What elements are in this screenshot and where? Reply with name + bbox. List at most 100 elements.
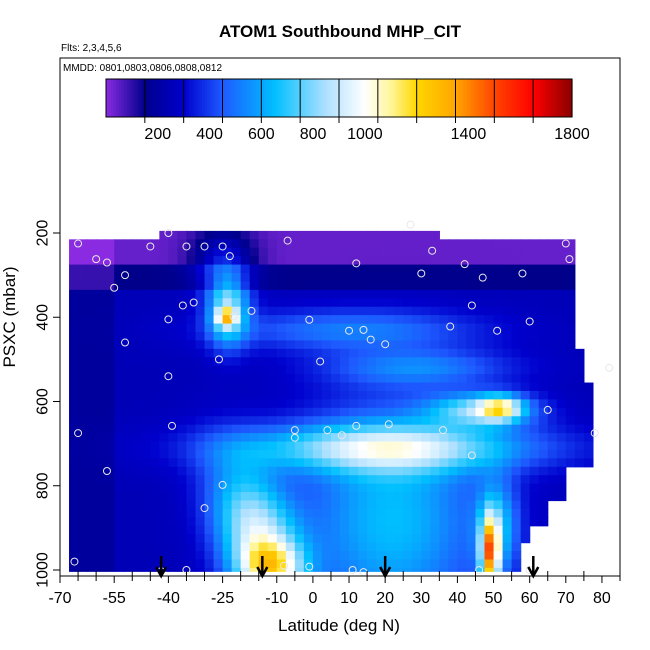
heatmap-cell bbox=[385, 466, 395, 476]
heatmap-cell bbox=[448, 424, 459, 434]
heatmap-cell bbox=[105, 399, 115, 409]
heatmap-cell bbox=[493, 281, 504, 291]
heatmap-cell bbox=[376, 508, 386, 518]
heatmap-cell bbox=[430, 441, 440, 451]
heatmap-cell bbox=[321, 390, 332, 400]
colorbar-segment bbox=[533, 79, 537, 117]
heatmap-cell bbox=[249, 390, 260, 400]
heatmap-cell bbox=[394, 424, 404, 434]
heatmap-cell bbox=[376, 449, 386, 459]
heatmap-cell bbox=[457, 492, 468, 502]
heatmap-cell bbox=[150, 289, 160, 299]
heatmap-cell bbox=[511, 508, 522, 518]
heatmap-cell bbox=[376, 323, 386, 333]
x-tick-label: -10 bbox=[265, 590, 288, 607]
heatmap-cell bbox=[330, 551, 341, 561]
heatmap-cell bbox=[412, 247, 422, 257]
heatmap-cell bbox=[475, 517, 486, 527]
heatmap-cell bbox=[349, 492, 359, 502]
heatmap-cell bbox=[213, 441, 224, 451]
heatmap-cell bbox=[330, 441, 341, 451]
heatmap-cell bbox=[394, 315, 404, 325]
heatmap-cell bbox=[141, 298, 151, 308]
heatmap-cell bbox=[96, 449, 106, 459]
sample-point bbox=[189, 298, 198, 307]
heatmap-cell bbox=[96, 382, 106, 392]
heatmap-cell bbox=[204, 306, 215, 316]
heatmap-cell bbox=[105, 475, 115, 485]
heatmap-cell bbox=[114, 483, 124, 493]
heatmap-cell bbox=[547, 357, 558, 367]
heatmap-cell bbox=[195, 374, 206, 384]
heatmap-cell bbox=[466, 492, 477, 502]
colorbar-segment bbox=[178, 79, 182, 117]
colorbar-segment bbox=[502, 79, 506, 117]
heatmap-cell bbox=[403, 559, 413, 569]
heatmap-cell bbox=[123, 559, 133, 569]
sample-point bbox=[345, 326, 354, 335]
heatmap-cell bbox=[376, 525, 386, 535]
heatmap-cell bbox=[421, 256, 431, 266]
heatmap-cell bbox=[466, 306, 477, 316]
heatmap-cell bbox=[204, 273, 215, 283]
colorbar-segment bbox=[315, 79, 319, 117]
heatmap-cell bbox=[493, 247, 504, 257]
heatmap-cell bbox=[105, 508, 115, 518]
heatmap-cell bbox=[69, 247, 79, 257]
heatmap-cell bbox=[132, 416, 142, 426]
heatmap-cell bbox=[177, 559, 188, 569]
colorbar-segment bbox=[535, 79, 539, 117]
heatmap-cell bbox=[457, 306, 468, 316]
heatmap-cell bbox=[150, 374, 160, 384]
heatmap-cell bbox=[565, 289, 576, 299]
heatmap-cell bbox=[403, 500, 413, 510]
heatmap-cell bbox=[312, 273, 323, 283]
heatmap-cell bbox=[340, 407, 350, 417]
heatmap-cell bbox=[249, 492, 260, 502]
heatmap-cell bbox=[349, 433, 359, 443]
heatmap-cell bbox=[123, 483, 133, 493]
heatmap-cell bbox=[538, 348, 549, 358]
heatmap-cell bbox=[502, 458, 513, 468]
sample-point bbox=[525, 317, 534, 326]
sample-point bbox=[200, 242, 209, 251]
heatmap-cell bbox=[141, 567, 151, 572]
heatmap-cell bbox=[439, 551, 449, 561]
heatmap-cell bbox=[547, 323, 558, 333]
heatmap-cell bbox=[421, 500, 431, 510]
heatmap-cell bbox=[123, 323, 133, 333]
heatmap-cell bbox=[511, 475, 522, 485]
heatmap-cell bbox=[258, 264, 269, 274]
heatmap-cell bbox=[267, 508, 278, 518]
heatmap-cell bbox=[394, 239, 404, 249]
heatmap-cell bbox=[457, 390, 468, 400]
colorbar-segment bbox=[530, 79, 534, 117]
heatmap-cell bbox=[547, 365, 558, 375]
heatmap-cell bbox=[150, 508, 160, 518]
heatmap-cell bbox=[177, 256, 188, 266]
heatmap-cell bbox=[132, 500, 142, 510]
colorbar-segment bbox=[302, 79, 306, 117]
heatmap-cell bbox=[547, 315, 558, 325]
heatmap-cell bbox=[114, 239, 124, 249]
heatmap-cell bbox=[132, 542, 142, 552]
heatmap-cell bbox=[565, 273, 576, 283]
heatmap-cell bbox=[502, 374, 513, 384]
heatmap-cell bbox=[511, 323, 522, 333]
heatmap-cell bbox=[574, 416, 585, 426]
heatmap-cell bbox=[520, 382, 531, 392]
heatmap-cell bbox=[358, 399, 368, 409]
colorbar-segment bbox=[162, 79, 167, 117]
heatmap-cell bbox=[258, 382, 269, 392]
colorbar-segment bbox=[395, 79, 400, 117]
heatmap-cell bbox=[448, 542, 459, 552]
heatmap-cell bbox=[177, 298, 188, 308]
heatmap-cell bbox=[276, 331, 287, 342]
heatmap-cell bbox=[430, 239, 440, 249]
heatmap-cell bbox=[141, 340, 151, 350]
heatmap-cell bbox=[484, 399, 495, 409]
heatmap-cell bbox=[276, 492, 287, 502]
heatmap-cell bbox=[276, 424, 287, 434]
heatmap-cell bbox=[511, 281, 522, 291]
heatmap-cell bbox=[475, 323, 486, 333]
